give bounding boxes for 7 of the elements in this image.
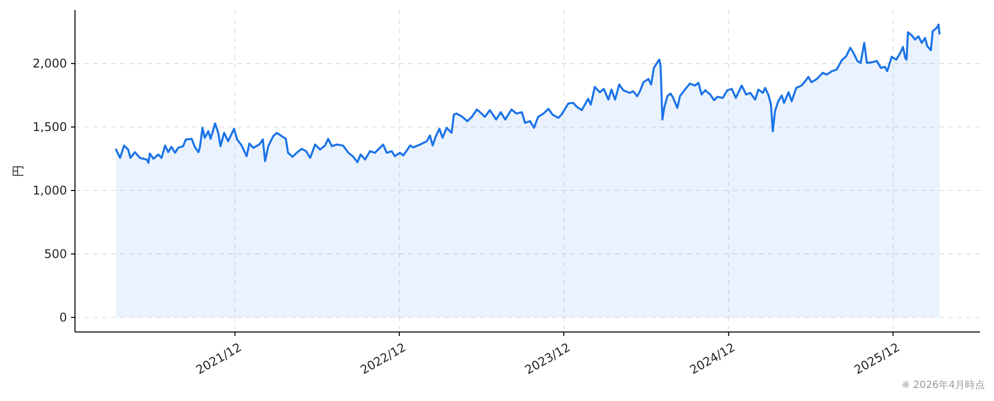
y-tick-label: 1,500 [32, 120, 67, 134]
y-tick-label: 1,000 [32, 183, 67, 198]
y-tick-label: 500 [44, 246, 67, 261]
text: ※ 2026年4月時点 [902, 379, 985, 391]
y-tick-label: 0 [59, 310, 67, 324]
y-tick-label: 2,000 [32, 56, 67, 71]
y-axis-title: 円 [11, 165, 25, 177]
